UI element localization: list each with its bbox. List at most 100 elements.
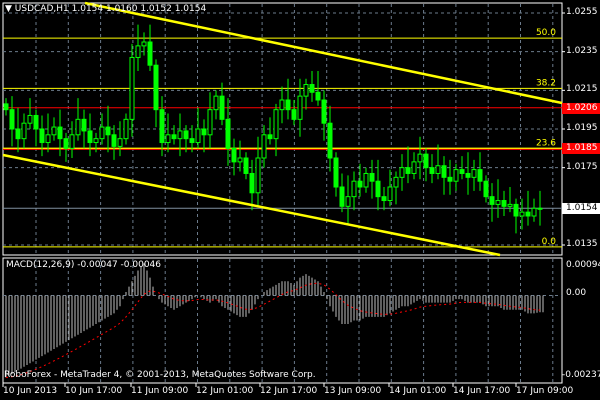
bull-candle (345, 196, 351, 207)
bear-candle (423, 153, 429, 169)
time-axis-label: 13 Jun 09:00 (324, 386, 382, 396)
bull-candle (351, 180, 357, 198)
bear-candle (465, 172, 471, 178)
bear-candle (39, 128, 45, 144)
bear-candle (225, 118, 231, 149)
time-axis-label: 14 Jun 01:00 (389, 386, 447, 396)
time-axis-label: 10 Jun 2013 (3, 386, 58, 396)
bear-candle (483, 180, 489, 198)
bear-candle (513, 203, 519, 217)
bull-candle (393, 176, 399, 188)
bear-candle (3, 103, 9, 111)
bear-candle (369, 172, 375, 182)
bear-candle (381, 196, 387, 202)
copyright-text: RoboForex - MetaTrader 4, © 2001-2013, M… (4, 370, 316, 380)
bear-candle (291, 109, 297, 120)
bull-candle (399, 167, 405, 178)
bull-candle (471, 169, 477, 178)
bear-candle (489, 196, 495, 205)
bear-candle (63, 138, 69, 149)
bull-candle (45, 134, 51, 144)
bear-candle (15, 128, 21, 140)
macd-signal-line (5, 282, 541, 379)
bear-candle (201, 128, 207, 136)
macd-panel-frame (2, 257, 563, 384)
bull-candle (435, 165, 441, 174)
bear-candle (441, 165, 447, 178)
bull-candle (363, 172, 369, 188)
channel-upper-line (84, 1, 563, 105)
channel-lower-line (2, 153, 501, 257)
bull-candle (93, 138, 99, 144)
bull-candle (51, 126, 57, 136)
fib-level-label: 38.2 (536, 78, 556, 88)
bear-candle (321, 99, 327, 124)
bull-candle (135, 45, 141, 58)
symbol-label: USDCAD,H1 (14, 4, 69, 14)
bull-candle (207, 109, 213, 136)
bull-candle (519, 211, 525, 217)
macd-title: MACD(12,26,9) -0.00047 -0.00046 (6, 260, 162, 270)
bear-candle (159, 109, 165, 144)
bear-candle (171, 134, 177, 140)
price-tag: 1.0206 (562, 102, 600, 114)
bull-candle (141, 41, 147, 47)
bull-candle (255, 157, 261, 194)
bull-candle (99, 126, 105, 140)
bear-candle (243, 157, 249, 174)
bear-candle (429, 167, 435, 174)
price-axis-label: 1.0215 (566, 84, 598, 95)
price-axis-label: 1.0255 (566, 7, 598, 17)
time-axis-label: 11 Jun 09:00 (131, 386, 189, 396)
bear-candle (189, 138, 195, 144)
bull-candle (537, 207, 543, 210)
dropdown-triangle-icon[interactable]: ▼ (5, 4, 12, 14)
bull-candle (123, 118, 129, 140)
bull-candle (273, 109, 279, 140)
bear-candle (501, 200, 507, 207)
bear-candle (447, 176, 453, 182)
macd-scale-zero: 0.00 (566, 288, 587, 298)
macd-scale-bottom: -0.00237 (562, 370, 600, 380)
price-axis-label: 1.0175 (566, 161, 598, 172)
macd-scale-top: 0.00094 (566, 260, 600, 270)
bull-candle (507, 203, 513, 207)
bull-candle (417, 153, 423, 163)
time-axis-label: 12 Jun 01:00 (196, 386, 254, 396)
bull-candle (165, 134, 171, 144)
bull-candle (237, 157, 243, 163)
bear-candle (525, 211, 531, 217)
bull-candle (531, 207, 537, 217)
fib-level-label: 50.0 (536, 28, 556, 38)
bear-candle (309, 84, 315, 93)
bear-candle (111, 134, 117, 147)
bear-candle (249, 172, 255, 194)
bull-candle (177, 130, 183, 140)
bull-candle (117, 138, 123, 147)
bear-candle (87, 130, 93, 144)
bull-candle (453, 169, 459, 182)
bear-candle (285, 99, 291, 111)
bull-candle (213, 95, 219, 111)
bear-candle (357, 180, 363, 188)
bull-candle (195, 128, 201, 144)
bull-candle (303, 84, 309, 97)
bear-candle (315, 91, 321, 101)
bear-candle (267, 134, 273, 140)
bear-candle (405, 167, 411, 174)
bear-candle (57, 126, 63, 140)
time-axis-label: 14 Jun 17:00 (453, 386, 511, 396)
bull-candle (129, 56, 135, 120)
bear-candle (339, 186, 345, 207)
bull-candle (69, 134, 75, 149)
time-axis-label: 10 Jun 17:00 (65, 386, 123, 396)
bull-candle (261, 134, 267, 159)
time-axis-label: 17 Jun 09:00 (516, 386, 574, 396)
chart-header: ▼ USDCAD,H1 1.0154 1.0160 1.0152 1.0154 (5, 4, 206, 15)
bull-candle (279, 99, 285, 111)
bull-candle (27, 114, 33, 124)
bear-candle (153, 64, 159, 111)
price-axis-label: 1.0135 (566, 239, 598, 249)
bear-candle (9, 109, 15, 130)
